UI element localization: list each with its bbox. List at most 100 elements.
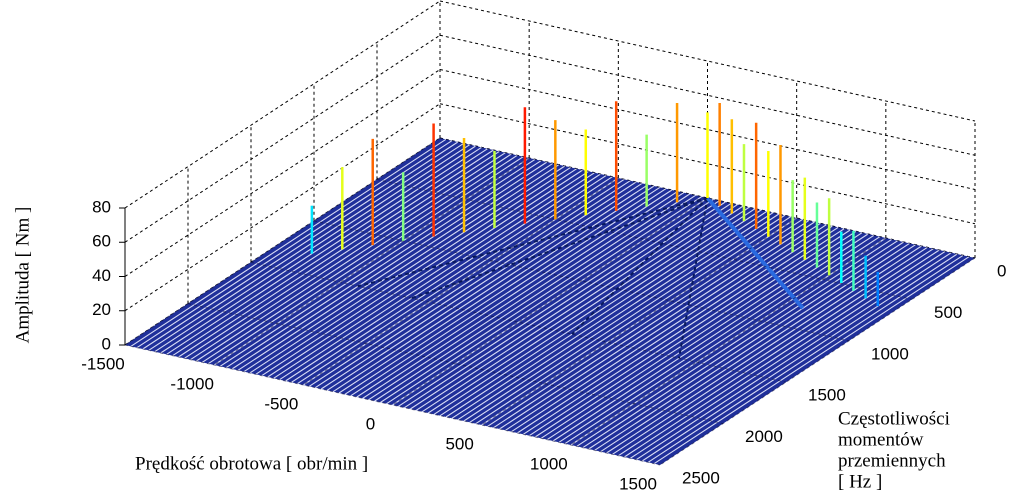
z-tick-label: 40 bbox=[92, 266, 111, 285]
y-tick-label: 1500 bbox=[808, 386, 846, 405]
mesh-line bbox=[320, 181, 637, 390]
x-tick-label: 1500 bbox=[619, 474, 657, 493]
z-tick-label: 60 bbox=[92, 232, 111, 251]
mesh-line bbox=[653, 256, 970, 465]
y-axis-label-line: [ Hz ] bbox=[838, 471, 882, 492]
mesh-line bbox=[172, 148, 488, 357]
mesh-line bbox=[380, 194, 696, 403]
z-tick-label: 20 bbox=[92, 300, 111, 319]
mesh-line bbox=[415, 202, 732, 411]
mesh-line bbox=[564, 236, 881, 445]
mesh-line bbox=[190, 152, 506, 361]
mesh-line bbox=[178, 149, 494, 358]
mesh-line bbox=[308, 178, 625, 387]
mesh-line bbox=[332, 184, 649, 393]
mesh-line bbox=[618, 248, 934, 457]
mesh-line bbox=[511, 224, 827, 433]
mesh-line bbox=[534, 229, 851, 438]
mesh-line bbox=[344, 186, 661, 395]
mesh-line bbox=[451, 210, 768, 419]
mesh-line bbox=[612, 246, 928, 455]
mesh-line bbox=[142, 141, 459, 350]
mesh-line bbox=[475, 216, 792, 425]
x-axis-label: Prędkość obrotowa [ obr/min ] bbox=[135, 453, 368, 474]
grid-line bbox=[124, 69, 441, 277]
mesh-line bbox=[606, 245, 922, 454]
mesh-line bbox=[314, 180, 631, 389]
mesh-line bbox=[558, 234, 875, 443]
mesh-line bbox=[148, 142, 465, 351]
grid-line bbox=[303, 177, 619, 386]
mesh-line bbox=[433, 206, 750, 415]
z-axis-label: Amplituda [ Nm ] bbox=[12, 207, 33, 344]
grid-line bbox=[439, 103, 976, 225]
mesh-line bbox=[457, 212, 774, 421]
mesh-line bbox=[629, 250, 946, 459]
grid-line bbox=[124, 34, 441, 243]
mesh-line bbox=[528, 228, 845, 437]
mesh-line bbox=[624, 249, 940, 458]
mesh-line bbox=[267, 169, 583, 378]
mesh-line bbox=[338, 185, 655, 394]
mesh-line bbox=[582, 240, 899, 449]
mesh-line bbox=[540, 230, 857, 439]
grid-line bbox=[481, 217, 797, 426]
mesh-line bbox=[130, 138, 447, 347]
mesh-line bbox=[279, 172, 595, 381]
mesh-line bbox=[505, 222, 821, 431]
ridge bbox=[678, 197, 709, 359]
mesh-line bbox=[588, 241, 904, 450]
mesh-line bbox=[635, 252, 952, 461]
mesh-line bbox=[398, 198, 714, 407]
y-tick-label: 1000 bbox=[871, 344, 909, 363]
y-tick-label: 2500 bbox=[682, 468, 720, 487]
mesh-line bbox=[600, 244, 916, 453]
mesh-line bbox=[136, 140, 453, 349]
mesh-line bbox=[350, 188, 667, 397]
grid-line bbox=[187, 303, 724, 425]
mesh-line bbox=[445, 209, 762, 418]
mesh-line bbox=[487, 218, 803, 427]
y-tick-label: 500 bbox=[934, 303, 962, 322]
grid-line bbox=[124, 103, 441, 312]
mesh-line bbox=[297, 176, 613, 385]
mesh-line bbox=[196, 153, 512, 362]
mesh-line bbox=[463, 213, 780, 422]
grid-line bbox=[376, 178, 913, 300]
grid-line bbox=[439, 137, 976, 259]
mesh-line bbox=[160, 145, 476, 354]
mesh-line bbox=[374, 193, 690, 402]
surface-mesh bbox=[130, 138, 970, 465]
ridge-main bbox=[705, 196, 805, 310]
y-tick-label: 2000 bbox=[745, 427, 783, 446]
y-tick-label: 0 bbox=[997, 261, 1006, 280]
x-tick-label: 500 bbox=[445, 434, 473, 453]
mesh-line bbox=[404, 200, 720, 409]
z-tick-label: 0 bbox=[102, 334, 111, 353]
y-axis-label-line: przemiennych bbox=[838, 450, 946, 471]
grid-line bbox=[439, 0, 976, 122]
mesh-line bbox=[243, 164, 560, 373]
mesh-line bbox=[291, 174, 607, 383]
grid-line bbox=[124, 0, 441, 209]
mesh-line bbox=[273, 170, 589, 379]
mesh-line bbox=[576, 238, 893, 447]
grid-line bbox=[659, 257, 976, 466]
mesh-line bbox=[647, 254, 964, 463]
x-tick-label: 0 bbox=[366, 414, 375, 433]
grid-line bbox=[570, 237, 887, 446]
x-tick-label: -1500 bbox=[81, 354, 124, 373]
mesh-line bbox=[439, 208, 756, 417]
z-tick-label: 80 bbox=[92, 197, 111, 216]
mesh-line bbox=[546, 232, 863, 441]
mesh-line bbox=[427, 205, 744, 414]
y-axis-label-line: momentów bbox=[838, 429, 924, 450]
mesh-line bbox=[219, 158, 536, 367]
mesh-line bbox=[166, 146, 482, 355]
mesh-line bbox=[410, 201, 726, 410]
mesh-line bbox=[356, 189, 673, 398]
mesh-line bbox=[285, 173, 601, 382]
mesh-line bbox=[641, 253, 958, 462]
